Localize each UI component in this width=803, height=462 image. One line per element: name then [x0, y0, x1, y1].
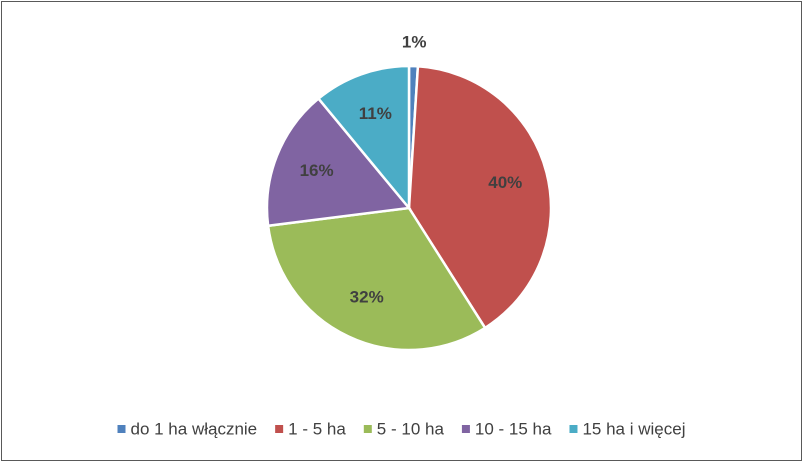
- legend-label: 1 - 5 ha: [288, 419, 346, 438]
- data-label: 40%: [488, 173, 522, 192]
- data-label: 1%: [402, 33, 427, 52]
- pie-slice: [316, 64, 411, 212]
- data-label: 32%: [350, 287, 384, 306]
- legend-label: 15 ha i więcej: [582, 419, 685, 438]
- legend-swatch: [275, 425, 284, 433]
- pie-slice: [266, 206, 487, 352]
- data-label: 11%: [359, 104, 392, 123]
- legend-swatch: [461, 425, 470, 433]
- legend-label: do 1 ha włącznie: [131, 419, 258, 438]
- legend-swatch: [363, 425, 372, 433]
- legend-label: 10 - 15 ha: [475, 419, 552, 438]
- pie-slice: [265, 96, 412, 228]
- legend-label: 5 - 10 ha: [377, 419, 445, 438]
- data-label: 16%: [300, 161, 334, 180]
- legend-swatch: [569, 425, 578, 433]
- legend-swatch: [117, 425, 126, 433]
